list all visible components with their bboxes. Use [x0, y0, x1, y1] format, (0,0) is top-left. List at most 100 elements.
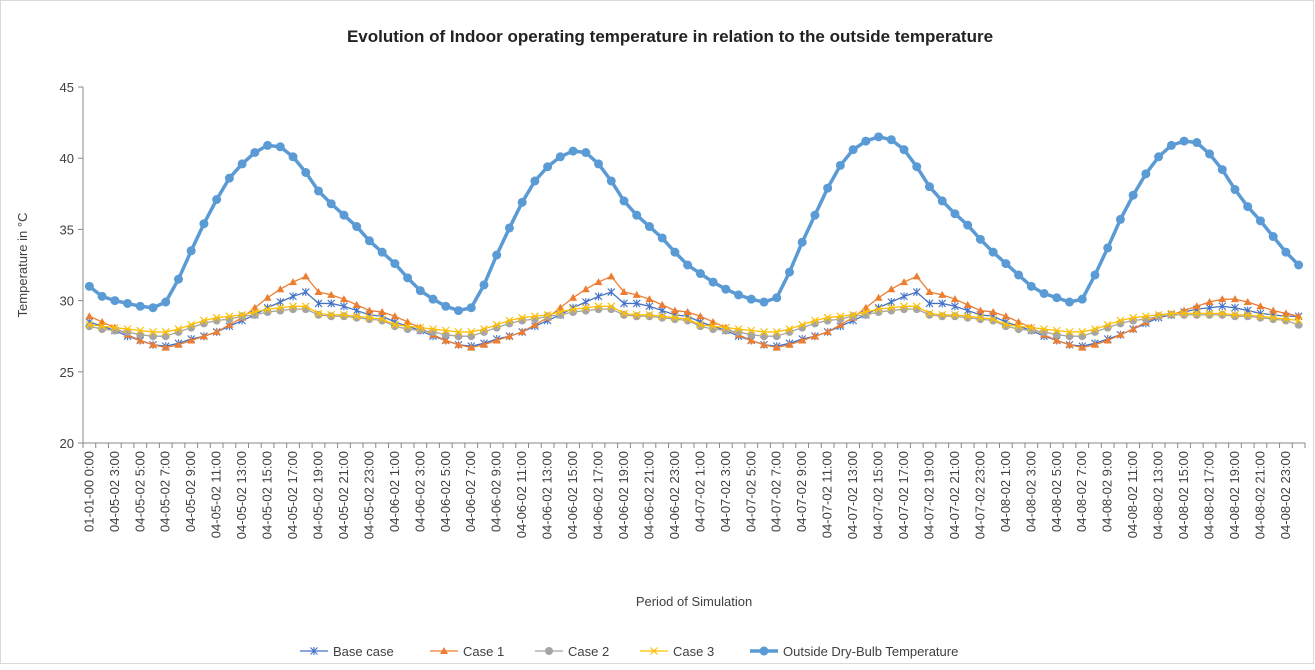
x-tick-label: 04-08-02 9:00 [1100, 451, 1115, 532]
marker [594, 292, 603, 301]
marker [289, 278, 298, 286]
marker [835, 160, 845, 170]
marker [988, 247, 998, 257]
marker [607, 302, 616, 311]
x-tick-label: 04-06-02 5:00 [438, 451, 453, 532]
marker [429, 325, 437, 334]
marker [276, 298, 285, 307]
marker [861, 303, 870, 311]
marker [568, 146, 578, 156]
marker [212, 313, 221, 322]
marker [314, 299, 323, 308]
marker [861, 308, 870, 316]
marker [607, 288, 616, 297]
marker [899, 145, 909, 155]
series [85, 302, 1303, 336]
marker [1230, 312, 1239, 321]
x-tick-label: 04-05-02 19:00 [310, 451, 325, 539]
marker [263, 293, 272, 301]
marker [212, 327, 221, 335]
marker [798, 336, 807, 344]
marker [1026, 281, 1036, 291]
marker [135, 301, 145, 311]
legend-marker [545, 647, 553, 655]
marker [581, 148, 591, 158]
marker [555, 152, 565, 162]
legend-label: Base case [333, 644, 394, 659]
marker [123, 325, 132, 334]
x-axis-label: Period of Simulation [636, 594, 752, 609]
marker [187, 336, 196, 344]
legend-marker [440, 647, 448, 654]
marker [479, 340, 488, 348]
marker [136, 330, 145, 339]
marker [365, 306, 374, 314]
x-tick-label: 04-07-02 1:00 [692, 451, 707, 532]
marker [1128, 190, 1138, 200]
marker [518, 327, 527, 335]
marker [569, 305, 577, 314]
marker [823, 313, 832, 322]
marker [963, 300, 972, 308]
marker [976, 306, 985, 314]
x-tick-label: 04-06-02 1:00 [387, 451, 402, 532]
y-axis-label: Temperature in °C [15, 213, 30, 318]
marker [1192, 309, 1201, 318]
marker [644, 222, 654, 232]
marker [1103, 336, 1112, 344]
marker [746, 294, 756, 304]
marker [530, 176, 540, 186]
series [85, 272, 1303, 351]
marker [403, 322, 412, 331]
x-tick-label: 04-07-02 17:00 [896, 451, 911, 539]
x-tick-label: 04-08-02 5:00 [1049, 451, 1064, 532]
marker [645, 310, 654, 319]
marker [161, 328, 170, 336]
marker [632, 290, 641, 298]
marker [683, 315, 692, 324]
marker [1256, 313, 1265, 322]
y-tick-label: 25 [60, 365, 74, 380]
marker [85, 312, 94, 320]
marker [467, 328, 476, 336]
marker [709, 317, 718, 325]
marker [530, 312, 539, 321]
marker [85, 320, 94, 329]
marker [98, 317, 107, 325]
marker [352, 222, 362, 232]
marker [747, 326, 756, 335]
marker [199, 332, 208, 340]
marker [327, 299, 336, 308]
marker [811, 316, 819, 325]
marker [238, 310, 247, 319]
y-tick-label: 20 [60, 436, 74, 451]
x-tick-label: 04-05-02 3:00 [107, 451, 122, 532]
marker [1269, 313, 1278, 322]
marker [581, 285, 590, 293]
marker [900, 278, 909, 286]
marker [339, 210, 349, 220]
marker [810, 332, 819, 340]
marker [416, 323, 425, 332]
marker [849, 312, 858, 321]
marker [1205, 149, 1215, 159]
marker [785, 325, 794, 334]
marker [1217, 165, 1227, 175]
marker [887, 298, 896, 307]
marker [1014, 322, 1023, 331]
marker [97, 291, 107, 301]
marker [301, 288, 310, 297]
marker [1192, 138, 1202, 148]
marker [1294, 260, 1304, 270]
marker [708, 277, 718, 287]
x-tick-label: 04-06-02 11:00 [514, 451, 529, 538]
marker [976, 313, 985, 322]
marker [1078, 332, 1087, 341]
marker [1103, 243, 1113, 253]
marker [237, 159, 247, 169]
marker [390, 320, 399, 329]
marker [441, 326, 450, 335]
x-tick-label: 04-06-02 15:00 [565, 451, 580, 539]
